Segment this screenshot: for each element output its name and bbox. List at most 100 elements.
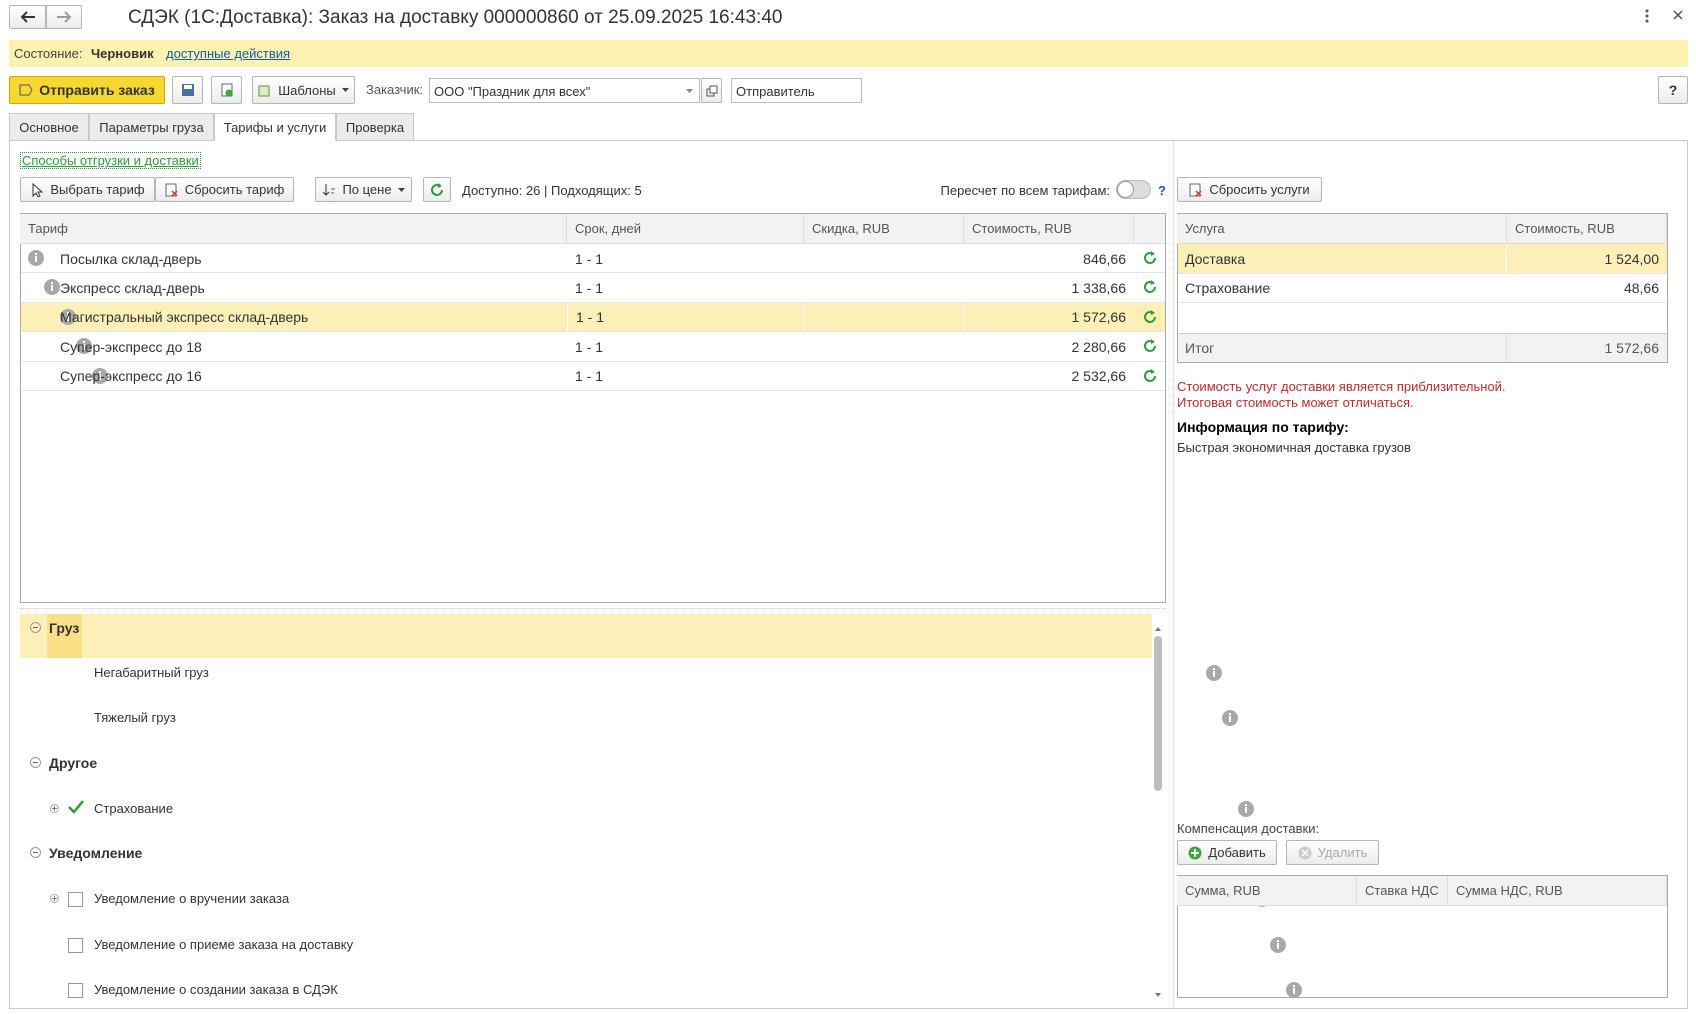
column-header: Стоимость, RUB [1507, 214, 1667, 244]
warning-text: Итоговая стоимость может отличаться. [1177, 395, 1414, 410]
refresh-button[interactable] [423, 177, 451, 202]
info-icon[interactable] [1270, 937, 1286, 953]
help-button[interactable]: ? [1658, 76, 1688, 104]
customer-dropdown[interactable] [680, 78, 700, 103]
available-count: Доступно: 26 | Подходящих: 5 [462, 183, 642, 198]
scrollbar-thumb[interactable] [1154, 636, 1162, 791]
service-row[interactable] [1178, 274, 1667, 303]
templates-button[interactable]: Шаблоны [252, 76, 355, 104]
recalc-label: Пересчет по всем тарифам: [940, 183, 1110, 198]
option-label: Уведомление о вручении заказа [94, 891, 290, 906]
option-label: Уведомление о создании заказа в СДЭК [94, 982, 338, 997]
reset-services-button[interactable]: Сбросить услуги [1177, 177, 1322, 202]
option-label: Тяжелый груз [94, 710, 176, 725]
checkmark[interactable] [68, 800, 86, 816]
expand-icon[interactable] [50, 894, 59, 903]
plus-v [54, 806, 55, 811]
warning-text: Стоимость услуг доставки является прибли… [1177, 379, 1506, 394]
compensation-title: Компенсация доставки: [1177, 821, 1320, 836]
choose-tariff-button-label: Выбрать тариф [50, 182, 145, 197]
refresh-icon [1142, 279, 1158, 295]
copy-icon [221, 83, 232, 97]
tab[interactable]: Проверка [336, 113, 414, 141]
refresh-icon [1144, 280, 1156, 294]
collapse-icon[interactable] [30, 622, 41, 633]
minus [33, 627, 38, 628]
copy-button[interactable] [211, 76, 242, 104]
tariff-row[interactable] [21, 302, 1165, 333]
send-button[interactable]: Отправить заказ [9, 76, 165, 104]
checkbox[interactable] [68, 983, 83, 998]
expand-icon[interactable] [50, 804, 59, 813]
group-title: Груз [49, 620, 80, 636]
content-panel [9, 140, 1688, 1009]
menu-dots[interactable] [1645, 8, 1657, 28]
tariff-cost: 846,66 [1083, 250, 1126, 267]
reset-tariff-button[interactable]: Сбросить тариф [155, 177, 294, 202]
info-icon [92, 367, 108, 384]
tariff-row[interactable] [21, 362, 1165, 391]
column-header: Услуга [1177, 214, 1507, 244]
arrow-up [1155, 627, 1161, 631]
tariff-term: 1 - 1 [575, 250, 604, 267]
sender-field[interactable]: Отправитель [731, 78, 862, 103]
refresh-icon [1144, 368, 1156, 382]
tariff-row[interactable] [21, 244, 1165, 274]
cell-divider [804, 302, 805, 333]
status-label: Состояние: [14, 46, 83, 61]
customer-label: Заказчик: [366, 82, 424, 97]
refresh-icon [431, 182, 443, 196]
tariff-row[interactable] [21, 273, 1165, 303]
refresh-icon [1142, 368, 1158, 384]
back-button[interactable] [9, 5, 46, 29]
close-button[interactable] [1672, 8, 1686, 24]
forward-button[interactable] [46, 5, 82, 29]
customer-open[interactable] [701, 78, 722, 103]
tab[interactable]: Основное [9, 113, 89, 141]
delivery-methods-link[interactable]: Способы отгрузки и доставки [20, 152, 201, 169]
choose-tariff-button[interactable]: Выбрать тариф [20, 177, 155, 202]
tab[interactable]: Параметры груза [89, 113, 214, 141]
info-icon[interactable] [1222, 710, 1238, 726]
recalc-help[interactable]: ? [1158, 183, 1166, 198]
info-title: Информация по тарифу: [1177, 419, 1349, 435]
info-icon [44, 279, 60, 296]
customer-field[interactable]: ООО "Праздник для всех" [429, 78, 681, 103]
collapse-icon[interactable] [30, 757, 41, 768]
open-icon [706, 85, 717, 96]
delete-button[interactable]: Удалить [1286, 840, 1379, 865]
column-header [1134, 214, 1165, 244]
tariff-name: Супер-экспресс до 16 [60, 368, 202, 385]
selected-cell [47, 614, 82, 658]
minus [33, 762, 38, 763]
forward-icon [57, 11, 72, 23]
collapse-icon[interactable] [30, 847, 41, 858]
toggle-knob [1117, 181, 1134, 198]
column-header: Сумма НДС, RUB [1448, 876, 1667, 906]
total-row [1178, 333, 1667, 362]
reset-tariff-button-label: Сбросить тариф [184, 182, 285, 197]
refresh-icon [1144, 251, 1156, 264]
tariff-row[interactable] [21, 332, 1165, 362]
send-icon [19, 84, 33, 96]
service-row[interactable] [1178, 244, 1667, 274]
window-title: СДЭК (1С:Доставка): Заказ на доставку 00… [128, 7, 783, 28]
scroll-down[interactable] [1155, 984, 1161, 997]
status-link[interactable]: доступные действия [166, 46, 291, 61]
sort-button[interactable]: По цене [315, 177, 412, 202]
status-bar [9, 40, 1688, 67]
add-button[interactable]: Добавить [1177, 840, 1277, 865]
info-icon[interactable] [1238, 801, 1254, 817]
tab[interactable]: Тарифы и услуги [214, 113, 336, 141]
sort-button-label: По цене [342, 182, 392, 197]
check-icon [68, 800, 84, 814]
info-icon[interactable] [1206, 665, 1222, 681]
tariff-term: 1 - 1 [567, 302, 804, 333]
checkbox[interactable] [68, 938, 83, 953]
recalc-toggle[interactable] [1116, 180, 1151, 199]
scroll-up[interactable] [1155, 618, 1161, 631]
info-icon[interactable] [1286, 982, 1302, 998]
checkbox[interactable] [68, 892, 83, 907]
save-button[interactable] [172, 76, 203, 104]
